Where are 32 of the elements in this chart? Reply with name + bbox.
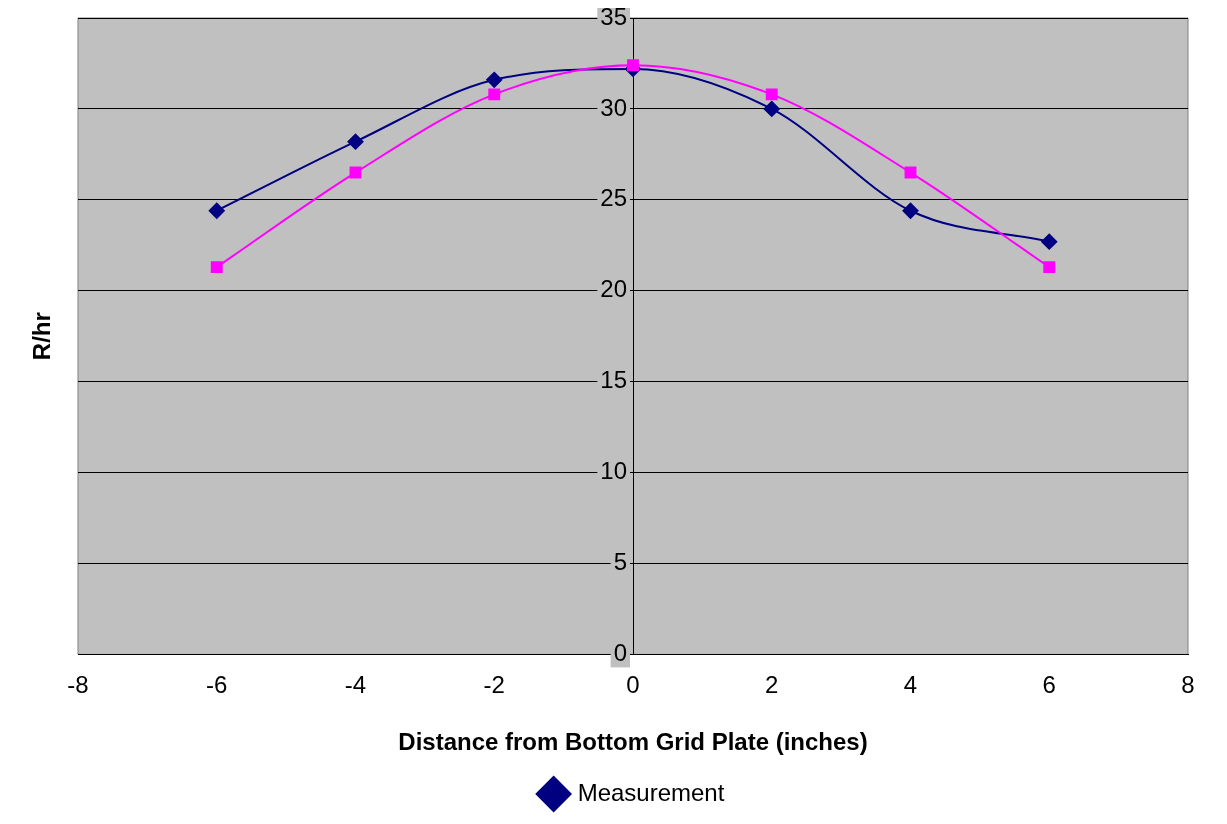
point — [627, 59, 639, 72]
point — [765, 88, 778, 101]
point — [763, 100, 780, 117]
y-tick-label: 25 — [600, 184, 627, 212]
x-tick-label: -6 — [206, 671, 228, 699]
point — [1041, 233, 1058, 250]
x-tick-label: 8 — [1181, 671, 1195, 699]
x-axis-title: Distance from Bottom Grid Plate (inches) — [398, 728, 868, 756]
legend-label: Measurement — [577, 778, 725, 806]
x-tick-label: -8 — [67, 671, 89, 699]
x-tick-label: 4 — [903, 671, 918, 699]
y-tick-label: 35 — [600, 2, 627, 30]
point — [902, 202, 919, 219]
y-axis-title: R/hr — [27, 312, 55, 361]
point — [486, 71, 503, 88]
y-tick-label: 5 — [613, 548, 627, 576]
y-tick-label: 30 — [600, 93, 627, 121]
x-tick-label: 2 — [765, 671, 779, 699]
point — [1043, 261, 1056, 274]
y-tick-label: 15 — [600, 366, 627, 394]
point — [347, 133, 364, 150]
y-tick-label: 20 — [600, 275, 627, 303]
point — [208, 202, 225, 219]
x-tick-label: 6 — [1042, 671, 1056, 699]
x-tick-label: -4 — [344, 671, 367, 699]
point — [349, 166, 362, 179]
y-tick-label: 10 — [600, 457, 627, 485]
point — [904, 166, 917, 179]
y-tick-label: 0 — [613, 639, 627, 667]
point — [488, 88, 501, 101]
x-tick-label: -2 — [483, 671, 505, 699]
point — [210, 261, 223, 274]
